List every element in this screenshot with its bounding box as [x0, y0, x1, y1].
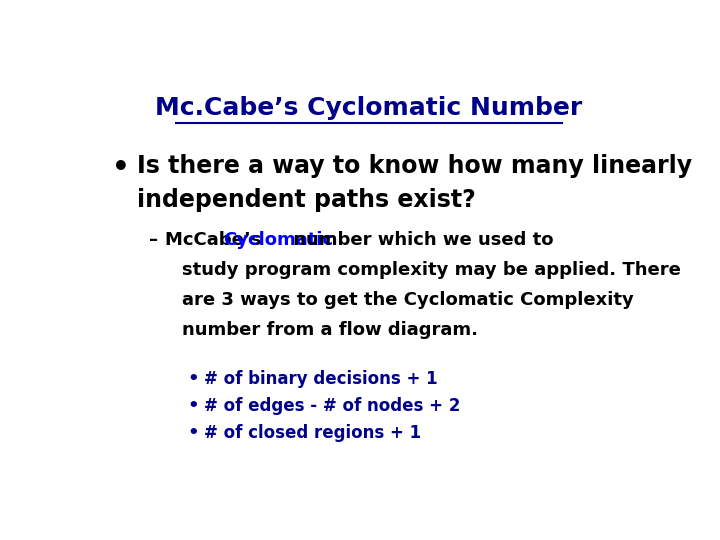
Text: study program complexity may be applied. There: study program complexity may be applied.…	[182, 261, 681, 279]
Text: McCabe’s: McCabe’s	[166, 231, 268, 249]
Text: •: •	[188, 370, 199, 388]
Text: •: •	[188, 397, 199, 415]
Text: Mc.Cabe’s Cyclomatic Number: Mc.Cabe’s Cyclomatic Number	[156, 96, 582, 120]
Text: •: •	[188, 424, 199, 442]
Text: are 3 ways to get the Cyclomatic Complexity: are 3 ways to get the Cyclomatic Complex…	[182, 291, 634, 309]
Text: # of edges - # of nodes + 2: # of edges - # of nodes + 2	[204, 397, 461, 415]
Text: # of binary decisions + 1: # of binary decisions + 1	[204, 370, 438, 388]
Text: number from a flow diagram.: number from a flow diagram.	[182, 321, 478, 339]
Text: number which we used to: number which we used to	[287, 231, 554, 249]
Text: •: •	[112, 154, 130, 182]
Text: Cyclomatic: Cyclomatic	[223, 231, 333, 249]
Text: Is there a way to know how many linearly: Is there a way to know how many linearly	[138, 154, 693, 178]
Text: –: –	[148, 231, 158, 249]
Text: # of closed regions + 1: # of closed regions + 1	[204, 424, 421, 442]
Text: independent paths exist?: independent paths exist?	[138, 188, 476, 212]
